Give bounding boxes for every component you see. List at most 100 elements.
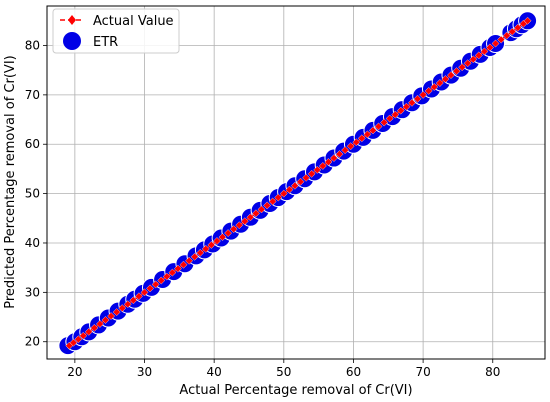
actual-value-point [307,169,316,178]
actual-value-point [118,304,127,313]
actual-value-point [123,300,132,309]
actual-value-point [463,59,472,68]
actual-value-point [129,296,138,305]
actual-value-point [335,150,344,158]
actual-value-point [452,67,461,76]
actual-value-point [357,134,366,143]
actual-value-point [84,327,93,336]
actual-value-point [402,102,411,111]
actual-value-point [296,177,305,186]
actual-value-point [369,126,377,135]
actual-value-point [162,272,171,281]
actual-value-series [65,16,532,350]
actual-value-point [419,90,427,99]
legend-actual-value-marker [68,15,76,25]
actual-value-point [302,173,310,182]
actual-value-point [424,87,433,95]
actual-value-point [285,185,294,194]
actual-value-point [502,31,511,40]
actual-value-point [274,193,283,202]
y-tick-label: 50 [25,187,40,201]
x-tick-label: 60 [346,365,361,379]
actual-value-point [458,63,466,72]
x-tick-label: 70 [415,365,430,379]
actual-value-point [441,75,450,83]
actual-value-point [224,229,232,237]
legend-actual-value-label: Actual Value [93,14,174,29]
actual-value-point [508,27,517,36]
actual-value-point [185,256,193,265]
actual-value-point [474,51,483,60]
y-tick-label: 40 [25,236,40,250]
plot-frame [46,5,546,360]
actual-value-point [318,162,327,170]
actual-value-point [174,264,182,273]
actual-value-point [513,23,522,32]
y-axis-label: Predicted Percentage removal of Cr(VI) [3,55,18,308]
actual-value-point [363,130,372,139]
x-tick-label: 30 [137,365,152,379]
actual-value-point [190,252,199,261]
actual-value-point [447,71,455,80]
x-axis-label: Actual Percentage removal of Cr(VI) [179,383,412,398]
actual-value-point [252,209,260,218]
actual-value-point [486,43,494,52]
y-tick-label: 30 [25,285,40,299]
actual-value-point [90,324,99,332]
y-tick-label: 20 [25,335,40,349]
actual-value-point [74,335,83,344]
actual-value-point [96,320,104,328]
x-tick-label: 20 [67,365,82,379]
actual-value-point [291,181,299,190]
actual-value-point [435,79,444,87]
actual-value-point [374,122,383,131]
legend-box [52,8,180,54]
legend-etr-label: ETR [93,35,118,50]
legend: Actual Value ETR [52,8,180,54]
actual-value-point [135,292,143,301]
actual-value-point [330,154,338,162]
y-tick-label: 80 [25,38,40,52]
actual-value-point [157,276,166,285]
actual-value-point [523,16,532,25]
actual-value-point [430,83,439,91]
actual-value-point [112,308,121,316]
actual-value-point [352,138,361,147]
actual-value-point [341,146,349,155]
actual-value-point [218,233,227,241]
actual-value-point [140,288,149,297]
y-tick-label: 70 [25,88,40,102]
actual-value-point [385,114,394,123]
actual-value-point [408,98,416,107]
actual-value-point [480,47,489,56]
actual-value-point [146,284,154,293]
actual-value-point [201,245,210,253]
actual-value-point [413,94,422,103]
actual-value-point [168,268,177,277]
legend-etr-marker [63,32,81,50]
actual-value-point [246,213,255,222]
y-tick-label: 60 [25,137,40,151]
actual-value-point [491,39,500,48]
x-tick-label: 50 [276,365,291,379]
actual-value-point [240,217,249,226]
actual-value-point [107,312,115,320]
actual-value-point [101,316,110,324]
actual-value-point [313,166,322,174]
actual-value-point [279,189,288,198]
actual-value-point [69,338,78,347]
actual-value-point [207,241,216,249]
actual-value-point [346,142,355,151]
actual-value-point [213,237,221,245]
y-axis: 20 30 40 50 60 70 80 [25,38,47,349]
actual-value-point [257,205,266,214]
actual-value-point [229,225,238,234]
actual-value-point [179,260,188,269]
actual-value-point [497,35,506,44]
actual-value-point [380,118,388,127]
actual-value-point [324,158,333,166]
actual-value-point [396,106,405,115]
actual-value-point [79,331,88,340]
actual-value-point [391,110,400,119]
